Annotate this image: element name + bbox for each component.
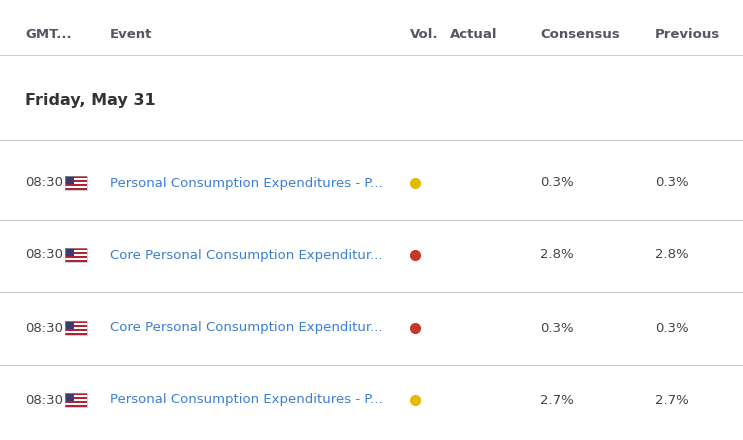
Text: 0.3%: 0.3% [655, 176, 689, 190]
Text: 0.3%: 0.3% [540, 322, 574, 334]
Text: 08:30: 08:30 [25, 249, 63, 261]
Bar [65, 323, 87, 325]
Bar [65, 176, 74, 184]
Bar [65, 403, 87, 405]
Bar [65, 248, 87, 262]
Text: 0.3%: 0.3% [655, 322, 689, 334]
Bar [65, 248, 87, 250]
Text: Core Personal Consumption Expenditur...: Core Personal Consumption Expenditur... [110, 249, 383, 261]
Text: Personal Consumption Expenditures - P...: Personal Consumption Expenditures - P... [110, 393, 383, 407]
Bar [65, 399, 87, 401]
Bar [65, 184, 87, 186]
Bar [65, 180, 87, 182]
Bar [65, 258, 87, 260]
Text: Previous: Previous [655, 29, 720, 41]
Text: Vol.: Vol. [410, 29, 438, 41]
Bar [65, 397, 87, 399]
Text: Event: Event [110, 29, 152, 41]
Bar [65, 176, 87, 190]
Bar [65, 250, 87, 252]
Text: 2.7%: 2.7% [540, 393, 574, 407]
Bar [65, 182, 87, 184]
Bar [65, 176, 87, 178]
Bar [65, 393, 87, 395]
Bar [65, 254, 87, 256]
Bar [65, 321, 87, 335]
Bar [65, 248, 74, 256]
Bar [65, 393, 74, 401]
Bar [65, 327, 87, 329]
Bar [65, 329, 87, 331]
Text: 2.8%: 2.8% [540, 249, 574, 261]
Bar [65, 178, 87, 180]
Bar [65, 188, 87, 190]
Text: 08:30: 08:30 [25, 393, 63, 407]
Text: 0.3%: 0.3% [540, 176, 574, 190]
Text: Friday, May 31: Friday, May 31 [25, 92, 155, 107]
Bar [65, 331, 87, 333]
Bar [65, 405, 87, 407]
Text: 08:30: 08:30 [25, 176, 63, 190]
Text: 2.8%: 2.8% [655, 249, 689, 261]
Text: 08:30: 08:30 [25, 322, 63, 334]
Text: Core Personal Consumption Expenditur...: Core Personal Consumption Expenditur... [110, 322, 383, 334]
Text: Consensus: Consensus [540, 29, 620, 41]
Bar [65, 256, 87, 258]
Bar [65, 321, 74, 329]
Bar [65, 401, 87, 403]
Bar [65, 325, 87, 327]
Bar [65, 321, 87, 323]
Bar [65, 393, 87, 407]
Bar [65, 333, 87, 335]
Text: Actual: Actual [450, 29, 498, 41]
Bar [65, 395, 87, 397]
Bar [65, 260, 87, 262]
Text: Personal Consumption Expenditures - P...: Personal Consumption Expenditures - P... [110, 176, 383, 190]
Text: 2.7%: 2.7% [655, 393, 689, 407]
Text: GMT...: GMT... [25, 29, 71, 41]
Bar [65, 252, 87, 254]
Bar [65, 186, 87, 188]
